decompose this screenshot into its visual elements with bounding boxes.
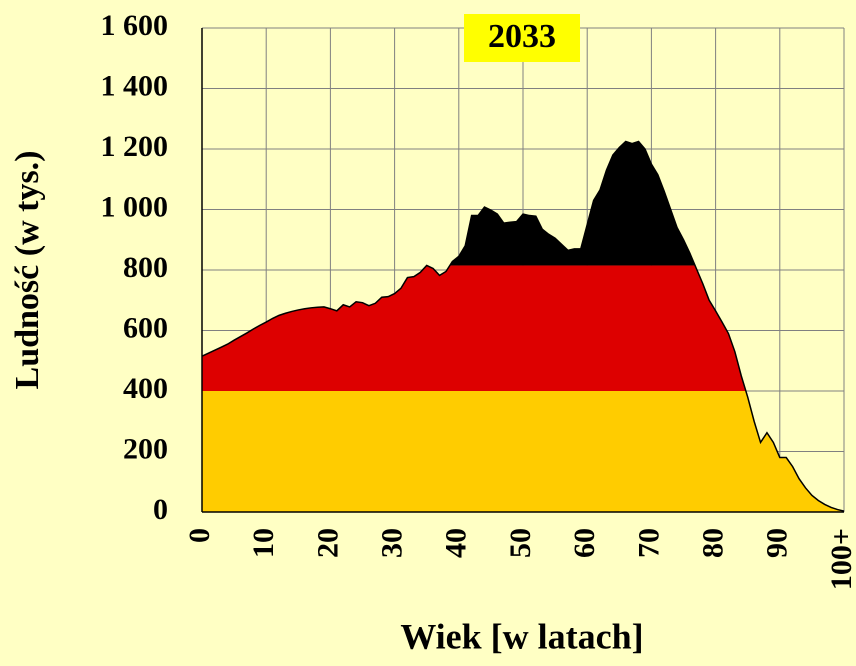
x-tick-label: 70	[632, 528, 665, 558]
x-tick-label: 40	[440, 528, 473, 558]
y-tick-label: 1 000	[101, 190, 169, 223]
y-axis-label: Ludność (w tys.)	[9, 151, 46, 390]
y-tick-label: 1 200	[101, 130, 169, 163]
x-tick-label: 0	[183, 528, 216, 543]
area-band	[202, 265, 844, 391]
x-tick-label: 20	[311, 528, 344, 558]
x-tick-label: 100+	[825, 528, 856, 590]
y-tick-label: 0	[153, 493, 168, 526]
x-tick-label: 90	[761, 528, 794, 558]
x-tick-label: 60	[568, 528, 601, 558]
y-tick-label: 1 600	[101, 9, 169, 42]
x-tick-label: 30	[375, 528, 408, 558]
x-axis-label: Wiek [w latach]	[400, 616, 643, 656]
y-tick-label: 600	[123, 311, 168, 344]
x-tick-label: 10	[247, 528, 280, 558]
x-tick-label: 80	[696, 528, 729, 558]
title-background	[464, 14, 580, 62]
chart-title: 2033	[488, 18, 556, 55]
y-tick-label: 1 400	[101, 69, 169, 102]
y-tick-label: 800	[123, 251, 168, 284]
area-outline	[201, 140, 845, 512]
x-tick-label: 50	[504, 528, 537, 558]
area-band	[202, 391, 844, 512]
y-tick-label: 400	[123, 372, 168, 405]
y-tick-label: 200	[123, 432, 168, 465]
